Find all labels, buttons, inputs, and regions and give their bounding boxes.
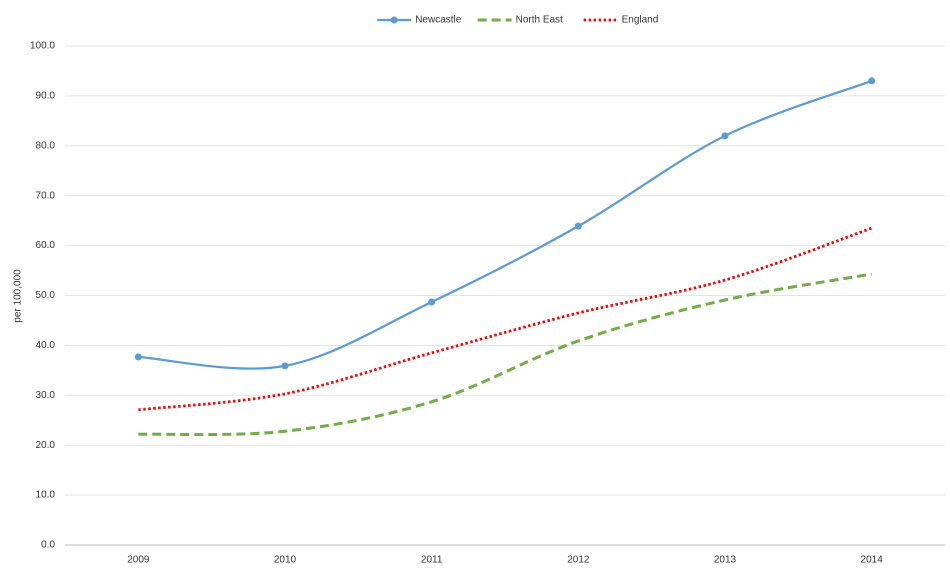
point	[574, 222, 582, 230]
x-tick-label: 2014	[861, 555, 884, 566]
point	[134, 353, 142, 361]
x-tick-label: 2010	[274, 555, 297, 566]
point	[281, 362, 289, 370]
legend-label: England	[622, 15, 659, 26]
x-tick-label: 2009	[127, 555, 150, 566]
legend-label: North East	[516, 15, 563, 26]
y-axis-label: per 100,000	[13, 269, 24, 323]
y-tick-label: 60.0	[36, 240, 56, 251]
series-line	[138, 272, 872, 437]
y-tick-label: 80.0	[36, 140, 56, 151]
legend-marker	[390, 16, 398, 24]
x-tick-label: 2013	[714, 555, 737, 566]
x-tick-label: 2011	[421, 555, 443, 566]
x-tick-label: 2012	[567, 555, 590, 566]
series-line	[138, 79, 873, 370]
y-tick-label: 50.0	[36, 290, 56, 301]
y-tick-label: 0.0	[41, 540, 55, 551]
point	[721, 132, 729, 140]
y-tick-label: 100.0	[30, 41, 55, 52]
legend-label: Newcastle	[415, 15, 462, 26]
y-tick-label: 90.0	[36, 91, 56, 102]
point	[428, 298, 436, 306]
y-tick-label: 30.0	[36, 390, 56, 401]
series-line	[138, 226, 873, 412]
y-tick-label: 10.0	[36, 490, 56, 501]
y-tick-label: 40.0	[36, 340, 56, 351]
y-tick-label: 20.0	[36, 440, 56, 451]
point	[868, 77, 876, 85]
y-tick-label: 70.0	[36, 190, 56, 201]
